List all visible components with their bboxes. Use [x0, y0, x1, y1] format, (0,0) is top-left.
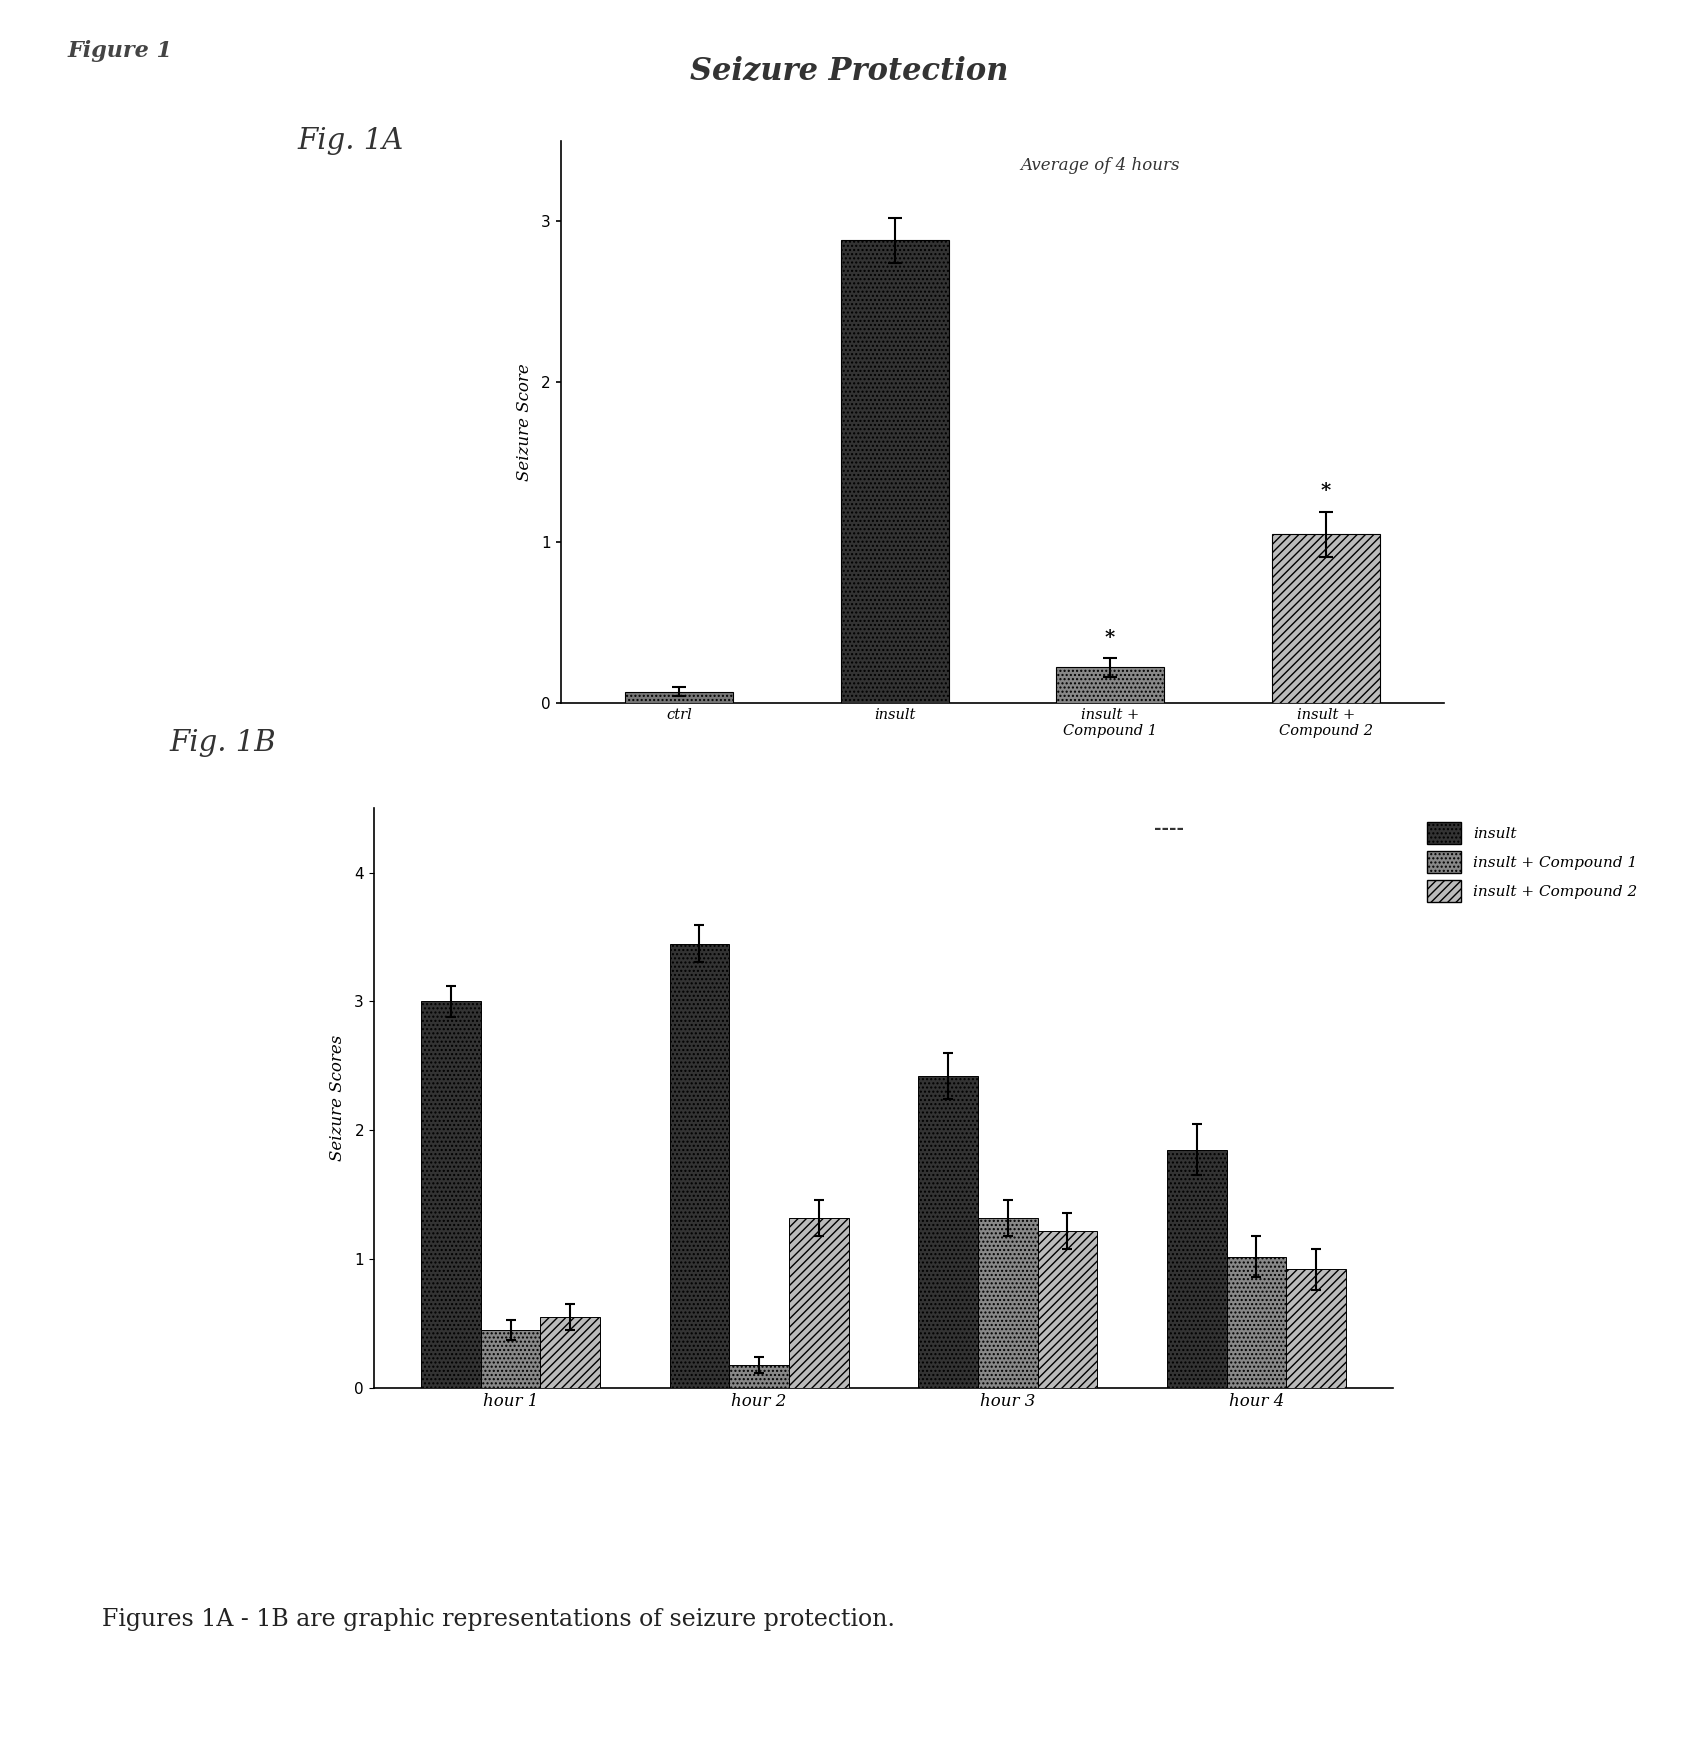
Y-axis label: Seizure Scores: Seizure Scores [329, 1035, 346, 1161]
Text: Average of 4 hours: Average of 4 hours [1019, 158, 1178, 174]
Text: ----: ---- [1153, 821, 1184, 838]
Text: *: * [1104, 629, 1114, 647]
Bar [1056, 668, 1163, 703]
Bar [978, 1218, 1037, 1388]
Bar [625, 692, 732, 703]
Text: Figure 1: Figure 1 [68, 40, 173, 63]
Bar [1285, 1270, 1345, 1388]
Text: Fig. 1B: Fig. 1B [170, 729, 277, 757]
Bar [841, 241, 947, 703]
Legend: insult, insult + Compound 1, insult + Compound 2: insult, insult + Compound 1, insult + Co… [1420, 815, 1642, 908]
Bar [788, 1218, 849, 1388]
Bar [1226, 1256, 1285, 1388]
Bar [1037, 1232, 1097, 1388]
Bar [1272, 534, 1379, 703]
Bar [1167, 1149, 1226, 1388]
Bar [669, 944, 728, 1388]
Bar [728, 1365, 788, 1388]
Text: Fig. 1A: Fig. 1A [297, 127, 404, 155]
Y-axis label: Seizure Score: Seizure Score [516, 362, 533, 481]
Text: Seizure Protection: Seizure Protection [689, 56, 1009, 88]
Bar [540, 1318, 599, 1388]
Text: *: * [1319, 483, 1330, 501]
Bar [481, 1330, 540, 1388]
Bar [421, 1001, 481, 1388]
Text: Figures 1A - 1B are graphic representations of seizure protection.: Figures 1A - 1B are graphic representati… [102, 1608, 895, 1630]
Bar [917, 1077, 978, 1388]
